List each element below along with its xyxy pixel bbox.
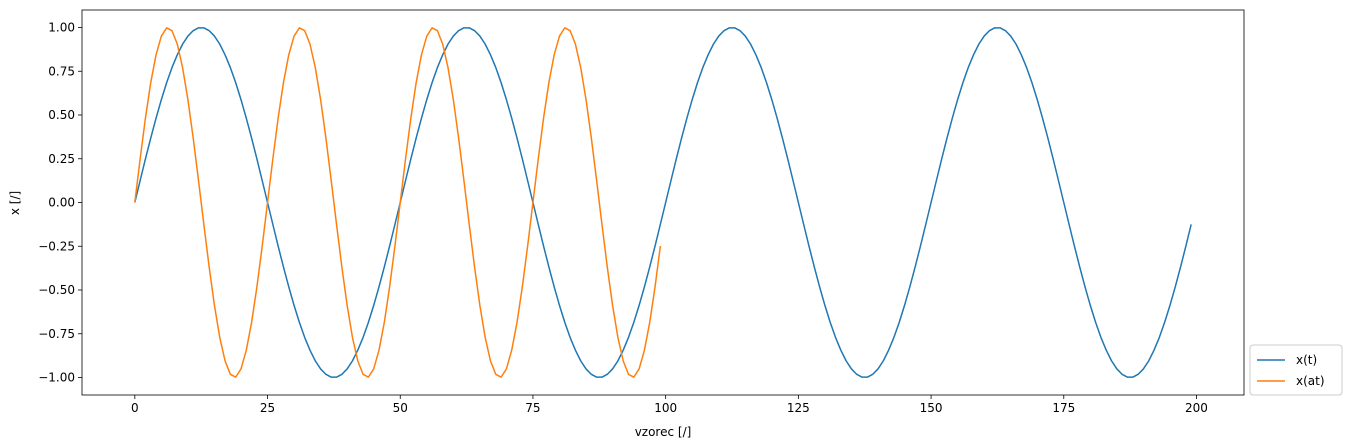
legend-label: x(t) [1296,353,1317,367]
y-tick-label: −1.00 [38,371,75,385]
x-tick-label: 50 [393,401,408,415]
y-tick-label: 1.00 [48,21,75,35]
axes-frame [81,9,1245,396]
legend: x(t) x(at) [1249,344,1343,396]
y-tick-label: 0.75 [48,64,75,78]
x-tick-label: 200 [1185,401,1208,415]
x-tick-label: 25 [260,401,275,415]
x-tick-label: 125 [787,401,810,415]
y-tick-label: −0.50 [38,283,75,297]
y-tick-label: 0.50 [48,108,75,122]
legend-label: x(at) [1296,374,1325,388]
legend-box [1249,344,1343,396]
x-tick-label: 150 [920,401,943,415]
x-tick-label: 175 [1052,401,1075,415]
y-tick-label: 0.25 [48,152,75,166]
x-axis-label: vzorec [/] [635,425,692,439]
y-axis-label: x [/] [8,191,22,215]
x-tick-label: 0 [131,401,139,415]
x-tick-label: 100 [654,401,677,415]
x-tick-label: 75 [525,401,540,415]
data-line [134,27,662,378]
y-tick-label: 0.00 [48,196,75,210]
y-tick-label: −0.75 [38,327,75,341]
y-tick-label: −0.25 [38,239,75,253]
data-line [134,27,1192,378]
